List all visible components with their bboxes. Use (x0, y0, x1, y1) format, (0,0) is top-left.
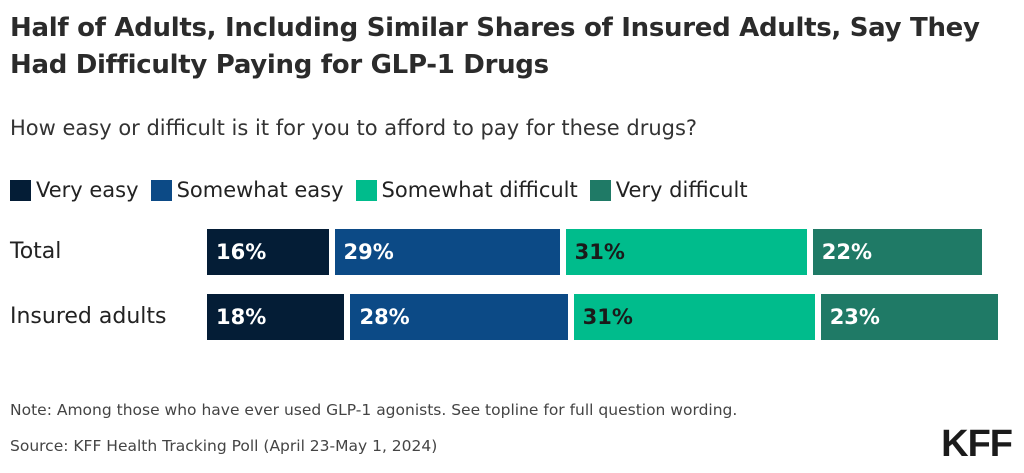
bar-value-label: 31% (582, 305, 633, 329)
bar-value-label: 18% (216, 305, 267, 329)
bar-insured-adults-somewhat-easy: 28% (350, 294, 568, 340)
bar-insured-adults-very-difficult: 23% (820, 294, 998, 340)
bar-total-very-easy: 16% (207, 229, 329, 275)
legend-swatch (355, 179, 377, 201)
bar-value-label: 22% (821, 240, 872, 264)
legend: Very easy Somewhat easy Somewhat difficult… (10, 173, 760, 207)
legend-item-very-difficult: Very difficult (589, 178, 748, 202)
bar-value-label: 29% (343, 240, 394, 264)
bar-insured-adults-somewhat-difficult: 31% (573, 294, 815, 340)
bar-total-very-difficult: 22% (812, 229, 983, 275)
chart-subtitle: How easy or difficult is it for you to a… (10, 116, 698, 140)
legend-swatch (589, 179, 611, 201)
row-label-insured-adults: Insured adults (10, 304, 167, 329)
legend-label: Very difficult (615, 178, 748, 202)
bar-value-label: 31% (574, 240, 625, 264)
chart-title: Half of Adults, Including Similar Shares… (10, 13, 980, 80)
legend-item-very-easy: Very easy (10, 178, 139, 202)
row-label-total: Total (10, 239, 62, 264)
bar-value-label: 23% (829, 305, 880, 329)
legend-label: Somewhat difficult (381, 178, 578, 202)
legend-swatch (10, 179, 31, 201)
legend-item-somewhat-easy: Somewhat easy (150, 178, 344, 202)
legend-item-somewhat-difficult: Somewhat difficult (355, 178, 578, 202)
bar-value-label: 16% (216, 240, 267, 264)
kff-logo: KFF (941, 423, 1013, 465)
bar-total-somewhat-difficult: 31% (565, 229, 807, 275)
legend-label: Somewhat easy (176, 178, 344, 202)
legend-label: Very easy (36, 178, 139, 202)
chart-note: Note: Among those who have ever used GLP… (10, 401, 738, 419)
bar-total-somewhat-easy: 29% (334, 229, 560, 275)
bar-value-label: 28% (359, 305, 410, 329)
chart-source: Source: KFF Health Tracking Poll (April … (10, 437, 438, 455)
legend-swatch (150, 179, 172, 201)
bar-insured-adults-very-easy: 18% (207, 294, 345, 340)
